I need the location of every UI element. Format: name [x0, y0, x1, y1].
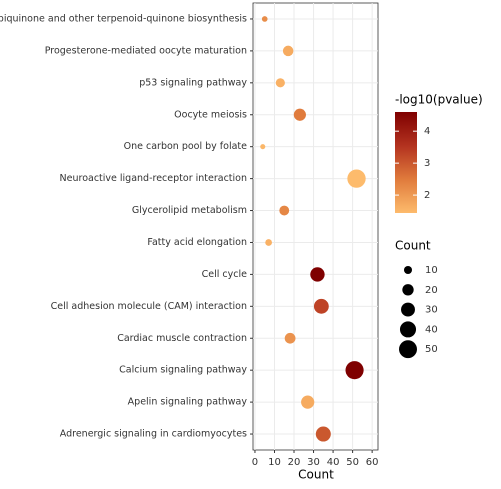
dot [279, 205, 290, 216]
x-axis-title: Count [298, 468, 334, 482]
dot [261, 16, 268, 22]
x-tick-label: 10 [268, 457, 281, 468]
y-tick-label: Cardiac muscle contraction [117, 333, 247, 344]
x-tick-label: 20 [288, 457, 301, 468]
dot [313, 298, 329, 314]
x-tick-label: 0 [252, 457, 258, 468]
color-tick-label: 3 [424, 158, 430, 169]
size-key [401, 302, 415, 317]
dot [301, 395, 315, 409]
size-key-label: 50 [425, 344, 438, 355]
y-tick-label: p53 signaling pathway [139, 77, 247, 88]
y-tick-label: Oocyte meiosis [174, 109, 247, 120]
x-tick-label: 60 [366, 457, 379, 468]
y-tick-label: Cell adhesion molecule (CAM) interaction [51, 301, 247, 312]
y-tick-label: Adrenergic signaling in cardiomyocytes [60, 429, 247, 440]
y-tick-label: Apelin signaling pathway [128, 397, 248, 408]
size-key [403, 265, 413, 275]
y-tick-label: Calcium signaling pathway [119, 365, 247, 376]
dot [275, 78, 285, 88]
size-key [399, 340, 417, 359]
y-tick-label: One carbon pool by folate [124, 141, 248, 152]
x-tick-label: 30 [307, 457, 320, 468]
dot [310, 267, 325, 282]
size-key [399, 321, 417, 338]
dot [347, 169, 366, 188]
y-tick-label: Glycerolipid metabolism [132, 205, 247, 216]
dot [284, 332, 296, 344]
panel [252, 2, 379, 451]
dot [315, 426, 331, 442]
dot [265, 239, 272, 246]
color-bar [395, 112, 417, 213]
size-legend-title: Count [395, 239, 431, 253]
color-tick-label: 2 [424, 190, 430, 201]
size-key-label: 30 [425, 305, 438, 316]
dot [293, 108, 306, 121]
y-tick-label: Fatty acid elongation [147, 237, 247, 248]
y-tick-label: Ubiquinone and other terpenoid-quinone b… [0, 13, 247, 24]
size-key-label: 40 [425, 324, 438, 335]
y-tick-label: Neuroactive ligand-receptor interaction [60, 173, 247, 184]
color-tick-label: 4 [424, 126, 430, 137]
x-tick-label: 40 [327, 457, 340, 468]
size-key [402, 284, 414, 296]
y-tick-label: Cell cycle [202, 269, 247, 280]
dot [345, 361, 364, 380]
x-tick-label: 50 [346, 457, 359, 468]
dot [260, 144, 266, 150]
size-key-label: 10 [425, 265, 438, 276]
y-tick-label: Progesterone-mediated oocyte maturation [45, 45, 247, 56]
dot [282, 45, 294, 57]
color-legend-title: -log10(pvalue) [395, 93, 483, 107]
size-key-label: 20 [425, 285, 438, 296]
